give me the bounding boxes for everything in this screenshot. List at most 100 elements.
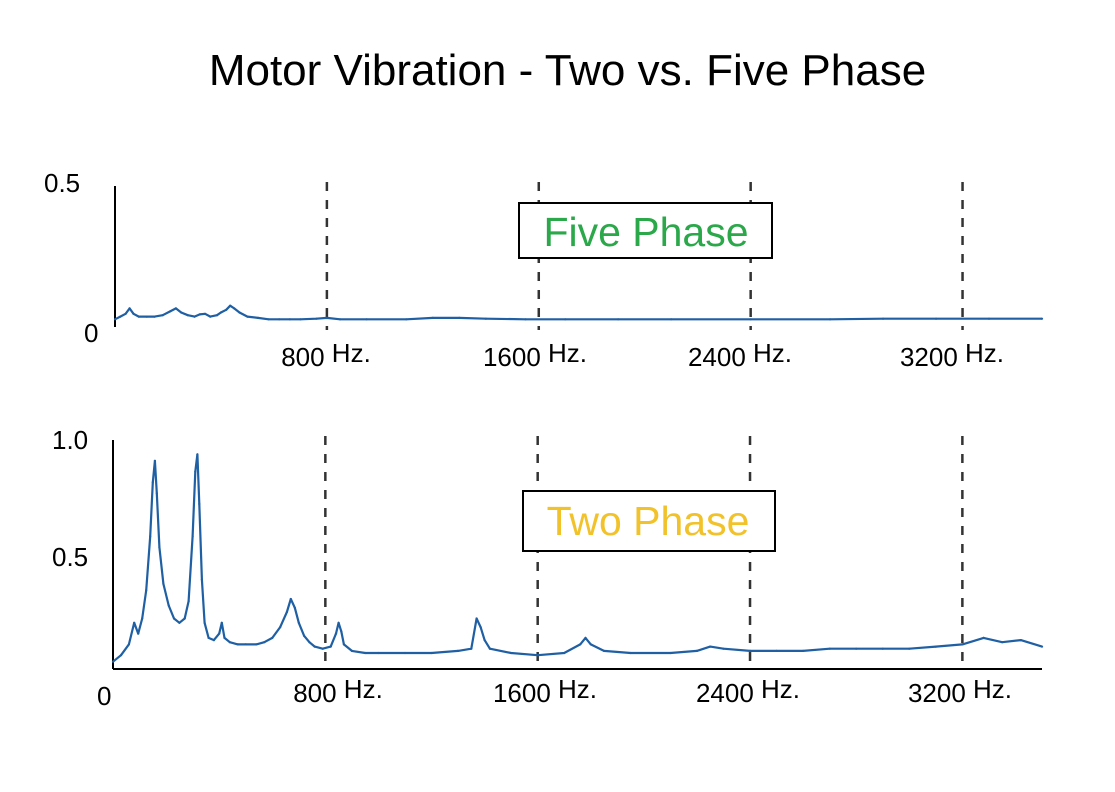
two-phase-point-44: [329, 645, 332, 648]
two-phase-x-tick-unit: Hz.: [551, 674, 597, 704]
two-phase-point-29: [228, 641, 231, 644]
five-phase-point-32: [365, 318, 368, 321]
two-phase-point-39: [297, 621, 300, 624]
five-phase-point-11: [180, 311, 183, 314]
five-phase-point-0: [113, 318, 117, 321]
five-phase-panel: 0 0.5 800 Hz. 1600 Hz. 2400 Hz. 3200 Hz. Fi…: [44, 168, 1044, 372]
two-phase-point-55: [470, 647, 473, 650]
five-phase-point-21: [233, 307, 236, 310]
two-phase-y-tick-0: 0: [97, 681, 111, 711]
two-phase-point-71: [722, 647, 725, 650]
two-phase-point-0: [111, 660, 115, 663]
two-phase-point-15: [178, 621, 181, 624]
two-phase-point-69: [695, 649, 699, 653]
five-phase-legend-box: [518, 202, 773, 259]
five-phase-point-6: [145, 315, 148, 318]
five-phase-x-tick-800: 800 Hz.: [281, 338, 371, 372]
two-phase-point-18: [191, 535, 194, 538]
two-phase-point-68: [669, 651, 672, 655]
two-phase-x-tick-unit: Hz.: [337, 674, 383, 704]
two-phase-point-20: [196, 453, 199, 456]
two-phase-series-line: [112, 453, 1043, 663]
two-phase-point-78: [908, 647, 911, 650]
two-phase-point-84: [1040, 645, 1044, 648]
two-phase-point-82: [1001, 641, 1004, 644]
five-phase-point-33: [405, 318, 408, 321]
five-phase-x-tick-labels: 800 Hz. 1600 Hz. 2400 Hz. 3200 Hz.: [281, 338, 1004, 372]
two-phase-point-80: [961, 643, 964, 646]
five-phase-point-35: [458, 316, 461, 319]
two-phase-point-81: [982, 636, 985, 640]
five-phase-x-tick-1600: 1600 Hz.: [483, 338, 587, 372]
two-phase-point-54: [457, 649, 460, 653]
two-phase-point-22: [200, 578, 203, 581]
two-phase-x-tick-800: 800 Hz.: [293, 674, 383, 708]
five-phase-point-31: [339, 318, 342, 321]
two-phase-point-48: [342, 643, 345, 646]
five-phase-point-9: [169, 310, 172, 313]
five-phase-point-37: [524, 318, 527, 321]
two-phase-point-12: [162, 582, 165, 586]
two-phase-point-41: [308, 641, 311, 644]
five-phase-point-16: [209, 315, 212, 318]
two-phase-x-tick-unit: Hz.: [966, 674, 1012, 704]
five-phase-point-1: [119, 315, 122, 318]
five-phase-point-4: [132, 312, 135, 315]
two-phase-point-43: [321, 647, 324, 650]
five-phase-point-15: [204, 312, 207, 315]
two-phase-x-tick-value: 800: [293, 678, 336, 708]
five-phase-point-10: [174, 307, 177, 310]
two-phase-point-53: [430, 651, 433, 655]
five-phase-point-40: [670, 318, 673, 321]
five-phase-point-30: [325, 316, 328, 319]
two-phase-point-10: [155, 492, 158, 495]
two-phase-point-64: [584, 636, 587, 640]
two-phase-point-83: [1019, 639, 1022, 642]
five-phase-point-23: [246, 315, 249, 318]
two-phase-point-59: [488, 647, 491, 650]
two-phase-point-37: [289, 597, 292, 601]
five-phase-point-39: [617, 318, 620, 321]
five-phase-point-17: [215, 314, 219, 317]
five-phase-point-34: [431, 316, 434, 319]
five-phase-point-38: [564, 318, 567, 321]
five-phase-point-7: [153, 315, 156, 318]
five-phase-x-tick-unit: Hz.: [541, 338, 587, 368]
five-phase-point-20: [229, 304, 232, 307]
two-phase-point-17: [187, 600, 190, 603]
two-phase-point-1: [119, 654, 123, 657]
two-phase-guides: [324, 436, 964, 670]
two-phase-x-tick-1600: 1600 Hz.: [493, 674, 597, 708]
two-phase-point-75: [828, 647, 831, 650]
five-phase-point-3: [128, 307, 131, 310]
five-phase-point-5: [137, 315, 140, 318]
two-phase-point-58: [483, 639, 486, 642]
two-phase-point-19: [194, 470, 197, 473]
five-phase-legend-label: Five Phase: [543, 209, 748, 255]
five-phase-x-tick-value: 3200: [900, 342, 958, 372]
two-phase-point-3: [133, 621, 136, 624]
five-phase-point-18: [219, 311, 222, 314]
two-phase-point-11: [158, 546, 161, 549]
two-phase-point-4: [137, 632, 140, 635]
five-phase-point-26: [278, 318, 281, 321]
five-phase-point-25: [267, 318, 270, 321]
two-phase-point-63: [579, 643, 582, 646]
two-phase-point-74: [802, 649, 805, 653]
two-phase-point-47: [340, 630, 343, 633]
five-phase-point-44: [935, 317, 938, 320]
two-phase-x-tick-2400: 2400 Hz.: [696, 674, 800, 708]
two-phase-panel: 0 0.5 1.0 800 Hz. 1600 Hz. 2400 Hz. 3200 Hz…: [52, 425, 1044, 711]
five-phase-point-14: [198, 313, 201, 316]
five-phase-point-8: [161, 314, 164, 317]
two-phase-point-42: [313, 645, 316, 648]
two-phase-point-52: [403, 651, 407, 655]
two-phase-x-tick-value: 3200: [908, 678, 966, 708]
two-phase-point-77: [881, 647, 884, 650]
five-phase-point-22: [238, 311, 241, 314]
five-phase-point-19: [225, 308, 228, 311]
two-phase-x-tick-value: 1600: [493, 678, 551, 708]
two-phase-point-50: [364, 651, 367, 655]
